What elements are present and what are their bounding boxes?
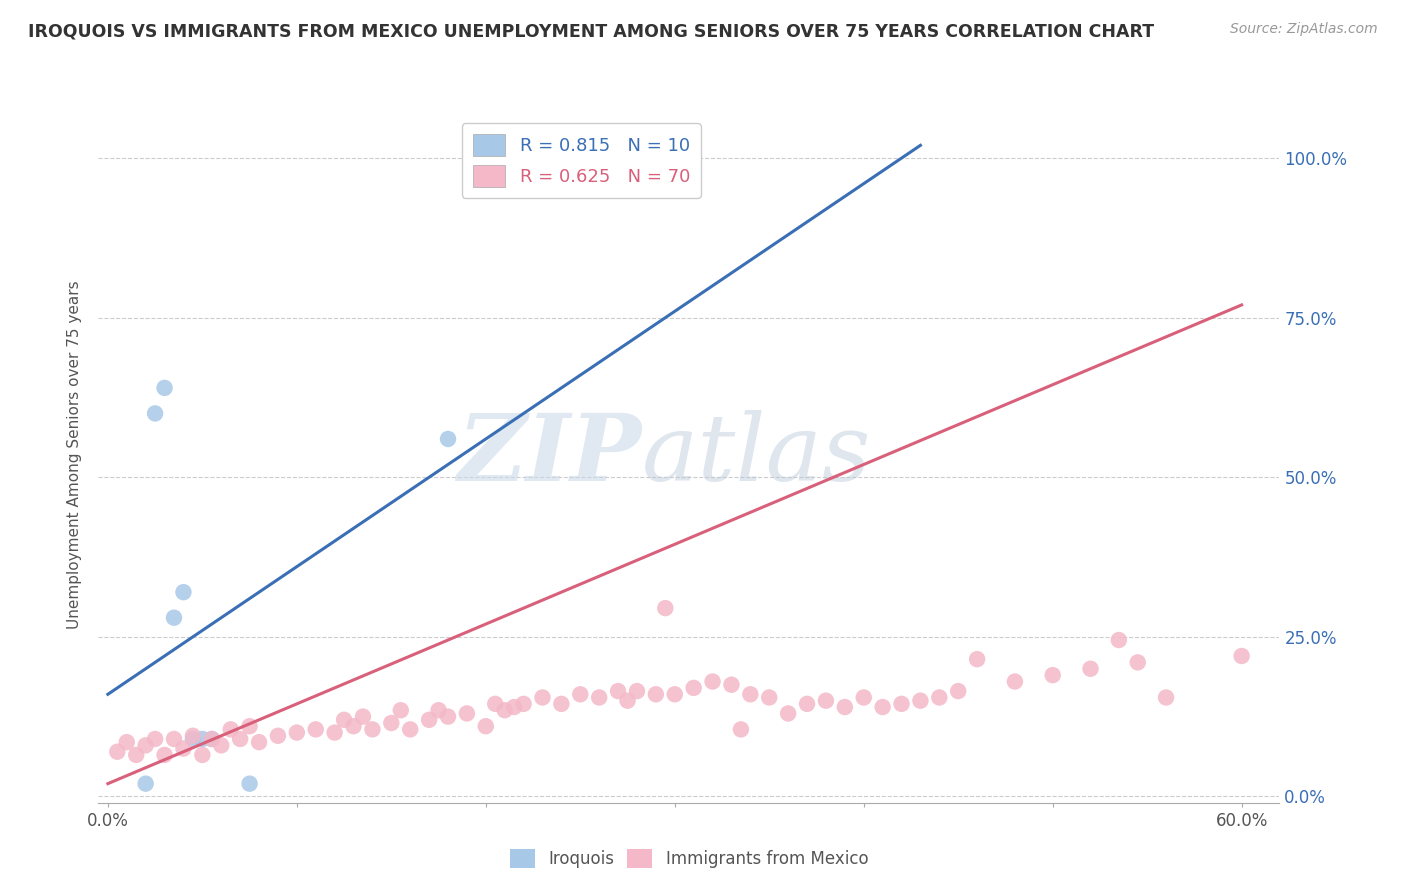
Point (135, 777, 157, 791)
Text: IROQUOIS VS IMMIGRANTS FROM MEXICO UNEMPLOYMENT AMONG SENIORS OVER 75 YEARS CORR: IROQUOIS VS IMMIGRANTS FROM MEXICO UNEMP… (28, 22, 1154, 40)
Point (890, 697, 912, 711)
Point (607, 684, 630, 698)
Point (399, 723, 422, 737)
Point (305, 723, 328, 737)
Point (437, 432, 460, 446)
Point (814, 694, 837, 708)
Point (550, 697, 572, 711)
Point (512, 697, 534, 711)
Point (437, 709, 460, 723)
Legend: Iroquois, Immigrants from Mexico: Iroquois, Immigrants from Mexico (503, 843, 875, 875)
Point (484, 697, 506, 711)
Point (796, 697, 818, 711)
Point (1154, 690, 1177, 705)
Point (910, 694, 932, 708)
Point (285, 725, 308, 739)
Point (664, 687, 686, 701)
Point (267, 729, 290, 743)
Point (1108, 633, 1130, 648)
Point (143, 731, 166, 746)
Point (654, 601, 676, 615)
Point (143, 406, 166, 420)
Point (163, 610, 186, 624)
Point (1080, 662, 1102, 676)
Point (115, 735, 138, 749)
Point (730, 723, 752, 737)
Point (342, 719, 364, 733)
Point (758, 690, 780, 705)
Point (503, 700, 526, 714)
Point (201, 731, 224, 746)
Point (239, 719, 262, 733)
Point (1042, 668, 1064, 682)
Point (569, 687, 592, 701)
Point (494, 703, 516, 717)
Point (644, 687, 666, 701)
Point (427, 703, 450, 717)
Point (1230, 648, 1253, 663)
Point (740, 687, 762, 701)
Point (456, 706, 478, 721)
Point (191, 731, 214, 746)
Point (229, 731, 252, 746)
Point (201, 731, 224, 746)
Point (778, 706, 800, 721)
Point (172, 741, 194, 756)
Point (626, 684, 648, 698)
Point (702, 674, 724, 689)
Point (352, 709, 374, 723)
Point (1126, 656, 1149, 670)
Point (966, 652, 988, 666)
Point (380, 716, 402, 731)
Point (247, 735, 270, 749)
Point (153, 747, 176, 762)
Point (948, 684, 970, 698)
Point (163, 731, 186, 746)
Point (720, 678, 742, 692)
Point (531, 690, 554, 705)
Point (1004, 674, 1026, 689)
Point (361, 723, 384, 737)
Point (105, 745, 128, 759)
Point (209, 739, 232, 753)
Point (181, 729, 204, 743)
Point (125, 747, 148, 762)
Point (872, 700, 894, 714)
Legend: R = 0.815   N = 10, R = 0.625   N = 70: R = 0.815 N = 10, R = 0.625 N = 70 (461, 123, 700, 198)
Point (834, 700, 856, 714)
Text: ZIP: ZIP (457, 410, 641, 500)
Point (323, 725, 346, 739)
Point (153, 381, 176, 395)
Point (928, 690, 950, 705)
Point (135, 739, 157, 753)
Point (475, 719, 498, 733)
Y-axis label: Unemployment Among Seniors over 75 years: Unemployment Among Seniors over 75 years (67, 281, 83, 629)
Point (418, 713, 440, 727)
Point (239, 777, 262, 791)
Point (682, 681, 704, 695)
Text: atlas: atlas (641, 410, 872, 500)
Point (389, 703, 412, 717)
Point (588, 690, 610, 705)
Point (181, 731, 204, 746)
Point (852, 690, 875, 705)
Point (191, 747, 214, 762)
Point (333, 713, 356, 727)
Text: Source: ZipAtlas.com: Source: ZipAtlas.com (1230, 22, 1378, 37)
Point (616, 694, 638, 708)
Point (172, 585, 194, 599)
Point (219, 723, 242, 737)
